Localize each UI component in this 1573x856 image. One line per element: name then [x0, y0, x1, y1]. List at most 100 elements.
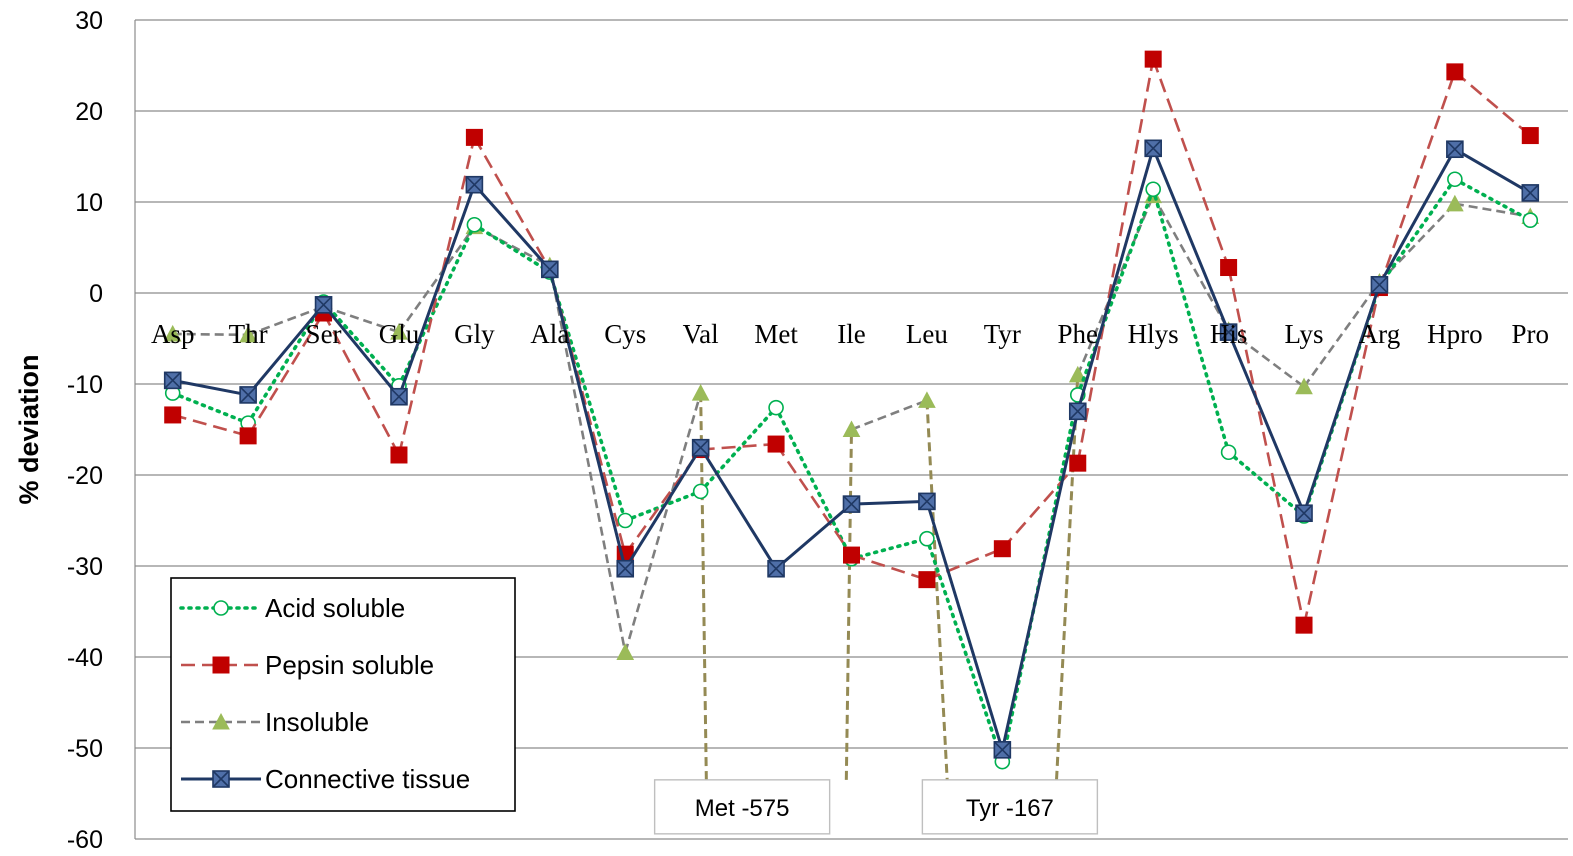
y-tick-label: -50: [67, 735, 103, 763]
series-line-segment: [623, 446, 702, 570]
x-tick-label: Hlys: [1128, 319, 1179, 349]
y-tick-label: 20: [75, 98, 103, 126]
series-line-segment: [1151, 187, 1231, 455]
y-tick-label: 0: [89, 280, 103, 308]
data-point: [390, 323, 408, 340]
y-tick-label: -30: [67, 553, 103, 581]
series-connective-tissue: [163, 139, 1540, 759]
legend-label: Insoluble: [265, 707, 369, 737]
series-line-segment: [1055, 374, 1080, 780]
legend-item: Pepsin soluble: [181, 650, 434, 680]
data-point: [918, 391, 936, 408]
y-tick-label: -60: [67, 826, 103, 854]
data-point: [1522, 212, 1539, 228]
data-point: [691, 384, 710, 401]
series-line-segment: [775, 443, 853, 556]
series-line-segment: [397, 225, 476, 333]
series-line-segment: [1001, 462, 1079, 550]
series-line-segment: [1076, 147, 1155, 412]
y-tick-label: -20: [67, 462, 103, 490]
series-line-segment: [1378, 148, 1457, 286]
legend: Acid soluble Pepsin soluble Insoluble Conne…: [170, 577, 516, 812]
data-point: [767, 559, 785, 578]
data-point: [212, 656, 230, 674]
series-line-segment: [1378, 202, 1456, 283]
series-line-segment: [247, 312, 325, 437]
series-line-segment: [473, 136, 551, 270]
y-tick-label: -10: [67, 371, 103, 399]
legend-item: Acid soluble: [179, 593, 405, 623]
data-point: [616, 559, 635, 578]
series-line-segment: [246, 300, 326, 425]
data-point: [993, 540, 1011, 558]
data-point: [1068, 402, 1087, 421]
series-line-segment: [851, 499, 927, 506]
data-point: [919, 530, 935, 547]
data-point: [1447, 171, 1463, 188]
data-point: [1446, 63, 1464, 81]
x-tick-label: Pro: [1512, 319, 1550, 349]
callout-text: Met -575: [695, 795, 790, 822]
series-line-segment: [849, 536, 929, 561]
series-line-segment: [1227, 329, 1305, 388]
legend-label: Acid soluble: [265, 593, 405, 623]
series-line-segment: [172, 332, 249, 337]
series-line-segment: [170, 391, 250, 425]
data-point: [1144, 50, 1162, 68]
data-point: [842, 420, 861, 437]
x-tick-label: His: [1210, 319, 1248, 349]
x-tick-label: Leu: [906, 319, 948, 349]
data-point: [239, 325, 257, 343]
data-point: [212, 770, 230, 788]
off-scale-callout: Tyr -167: [921, 779, 1099, 835]
series-line-segment: [700, 442, 777, 451]
y-axis-label: % deviation: [14, 354, 44, 504]
data-point: [617, 512, 634, 529]
series-line-segment: [473, 225, 551, 267]
series-line-segment: [699, 446, 778, 570]
data-point: [1219, 323, 1238, 341]
series-line-segment: [851, 553, 928, 581]
data-point: [1370, 276, 1389, 294]
data-point: [918, 571, 936, 589]
x-tick-label: Tyr: [984, 319, 1021, 349]
x-tick-label: Val: [683, 319, 719, 349]
series-line-segment: [397, 184, 476, 398]
data-point: [1069, 454, 1087, 472]
data-point: [163, 371, 182, 390]
data-point: [164, 406, 182, 424]
series-line-segment: [698, 405, 778, 494]
series-line-segment: [321, 300, 401, 388]
data-point: [1220, 259, 1238, 277]
series-line-segment: [172, 413, 249, 438]
data-point: [1144, 139, 1162, 158]
data-point: [212, 712, 230, 730]
series-line-segment: [775, 502, 853, 570]
series-line-segment: [925, 400, 949, 780]
gridlines: [134, 19, 1568, 840]
legend-item: Insoluble: [181, 707, 369, 737]
data-point: [1295, 377, 1313, 395]
data-point: [842, 495, 861, 513]
data-point: [1446, 194, 1464, 212]
series-line-segment: [322, 312, 401, 456]
series-line-segment: [1453, 177, 1533, 222]
y-tick-label: 30: [75, 7, 103, 35]
data-point: [163, 324, 182, 342]
data-point: [1521, 184, 1540, 202]
data-point: [239, 427, 257, 445]
legend-label: Connective tissue: [265, 764, 470, 794]
x-tick-label: Glu: [379, 319, 420, 349]
data-point: [616, 643, 635, 660]
data-point: [993, 741, 1012, 759]
data-point: [692, 483, 709, 500]
series-line-segment: [1226, 450, 1306, 518]
series-line-segment: [925, 500, 1004, 751]
data-point: [767, 435, 785, 453]
series-line-segment: [548, 265, 627, 653]
series-line-segment: [1227, 331, 1306, 514]
data-point: [466, 216, 483, 233]
x-tick-label: Cys: [604, 319, 646, 349]
data-point: [541, 260, 559, 279]
x-tick-label: Met: [754, 319, 798, 349]
